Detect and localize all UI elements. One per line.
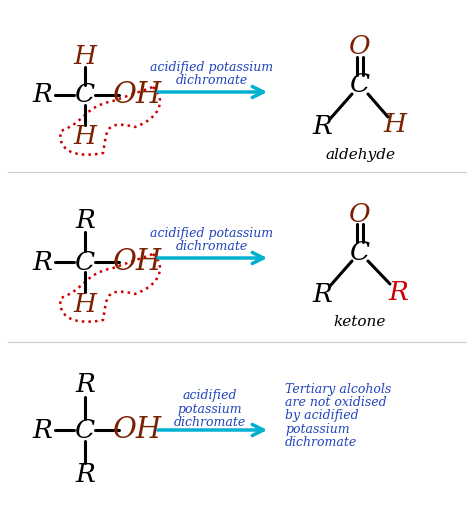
Text: R: R — [32, 83, 52, 108]
Text: by acidified: by acidified — [285, 409, 359, 422]
Text: acidified: acidified — [183, 388, 237, 402]
Text: OH: OH — [112, 416, 162, 444]
Text: C: C — [75, 83, 95, 108]
Text: H: H — [383, 113, 407, 138]
Text: dichromate: dichromate — [176, 73, 248, 86]
Text: potassium: potassium — [285, 422, 350, 435]
Text: are not oxidised: are not oxidised — [285, 397, 387, 409]
Text: O: O — [349, 35, 371, 59]
Text: R: R — [75, 207, 95, 233]
Text: dichromate: dichromate — [285, 435, 357, 449]
Text: acidified potassium: acidified potassium — [150, 227, 273, 240]
Text: ketone: ketone — [334, 315, 386, 329]
Text: OH: OH — [112, 248, 162, 276]
Text: R: R — [32, 418, 52, 443]
Text: H: H — [73, 292, 97, 316]
Text: Tertiary alcohols: Tertiary alcohols — [285, 384, 391, 397]
Text: R: R — [388, 280, 408, 305]
Text: R: R — [75, 373, 95, 398]
Text: R: R — [312, 281, 332, 307]
Text: dichromate: dichromate — [176, 239, 248, 252]
Text: OH: OH — [112, 81, 162, 109]
Text: R: R — [312, 114, 332, 140]
Text: potassium: potassium — [178, 403, 242, 416]
Text: C: C — [75, 250, 95, 275]
Text: H: H — [73, 125, 97, 149]
Text: C: C — [75, 418, 95, 443]
Text: acidified potassium: acidified potassium — [150, 62, 273, 74]
Text: R: R — [75, 463, 95, 488]
Text: O: O — [349, 202, 371, 226]
Text: dichromate: dichromate — [174, 417, 246, 430]
Text: R: R — [32, 250, 52, 275]
Text: C: C — [350, 239, 370, 265]
Text: H: H — [73, 44, 97, 69]
Text: aldehyde: aldehyde — [325, 148, 395, 162]
Text: C: C — [350, 72, 370, 98]
